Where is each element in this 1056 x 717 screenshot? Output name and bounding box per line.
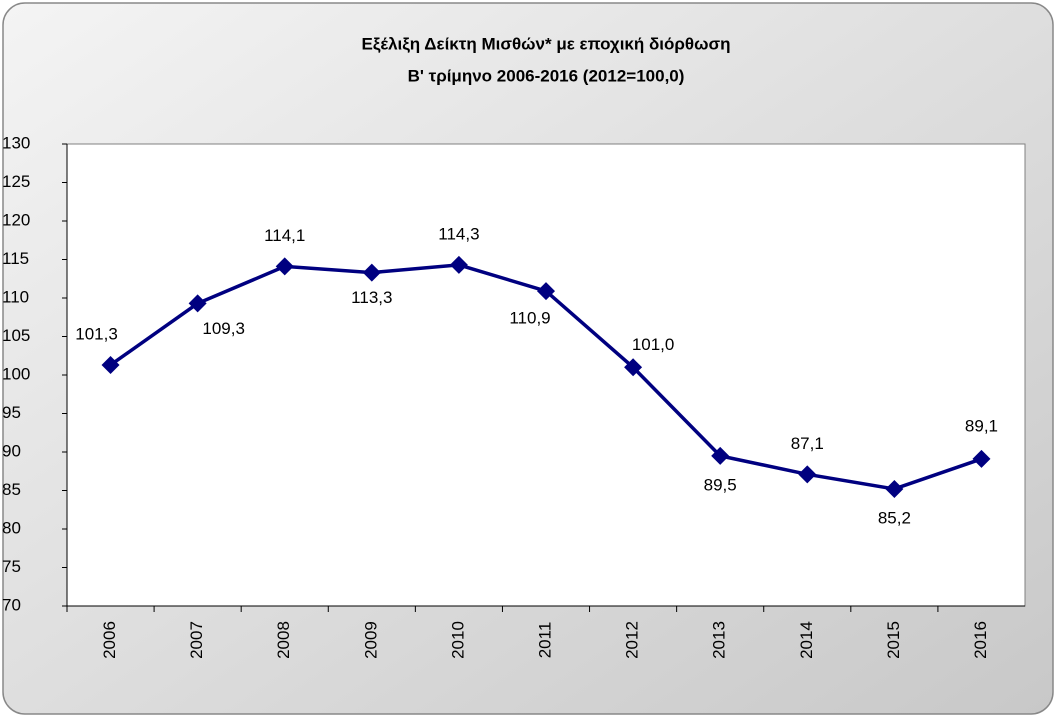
data-label: 113,3: [351, 288, 392, 307]
y-tick-label: 125: [2, 172, 30, 191]
y-tick-label: 80: [2, 518, 21, 537]
data-label: 89,5: [704, 475, 737, 494]
x-tick-label: 2012: [623, 621, 642, 659]
marker: [711, 446, 730, 465]
x-tick-label: 2016: [971, 621, 990, 659]
data-label: 114,3: [438, 224, 479, 243]
x-tick-label: 2008: [274, 621, 293, 659]
y-tick-label: 130: [2, 133, 30, 152]
y-tick-label: 95: [2, 403, 21, 422]
marker: [885, 479, 904, 498]
data-label: 85,2: [878, 508, 911, 527]
data-label: 114,1: [264, 226, 305, 245]
y-tick-label: 110: [2, 287, 29, 306]
x-tick-label: 2013: [710, 621, 729, 659]
marker: [798, 465, 817, 484]
x-tick-label: 2007: [187, 621, 206, 659]
y-tick-label: 100: [2, 364, 30, 383]
marker: [972, 449, 991, 468]
marker: [362, 263, 381, 282]
chart-subtitle: Β' τρίμηνο 2006-2016 (2012=100,0): [408, 66, 685, 85]
y-tick-label: 70: [2, 595, 21, 614]
data-label: 110,9: [509, 309, 550, 328]
y-tick-label: 120: [2, 210, 30, 229]
x-tick-label: 2014: [797, 621, 816, 659]
x-tick-label: 2010: [448, 621, 467, 659]
data-label: 109,3: [202, 319, 245, 338]
marker: [275, 257, 294, 276]
data-label: 87,1: [791, 434, 824, 453]
chart-title: Εξέλιξη Δείκτη Μισθών* με εποχική διόρθω…: [361, 34, 730, 53]
data-label: 101,3: [75, 324, 118, 343]
x-tick-label: 2006: [100, 621, 119, 659]
plot-area: [66, 143, 1026, 607]
marker: [101, 355, 120, 374]
marker: [624, 358, 643, 377]
y-tick-label: 90: [2, 441, 21, 460]
y-tick-label: 85: [2, 480, 21, 499]
x-tick-label: 2015: [884, 621, 903, 659]
y-tick-label: 105: [2, 326, 30, 345]
y-tick-label: 115: [2, 249, 29, 268]
data-label: 101,0: [632, 335, 675, 354]
y-tick-label: 75: [2, 557, 21, 576]
x-tick-label: 2009: [361, 621, 380, 659]
x-tick-label: 2011: [535, 622, 554, 659]
marker: [537, 282, 555, 301]
data-label: 89,1: [965, 416, 998, 435]
marker: [188, 294, 207, 313]
marker: [449, 255, 468, 274]
